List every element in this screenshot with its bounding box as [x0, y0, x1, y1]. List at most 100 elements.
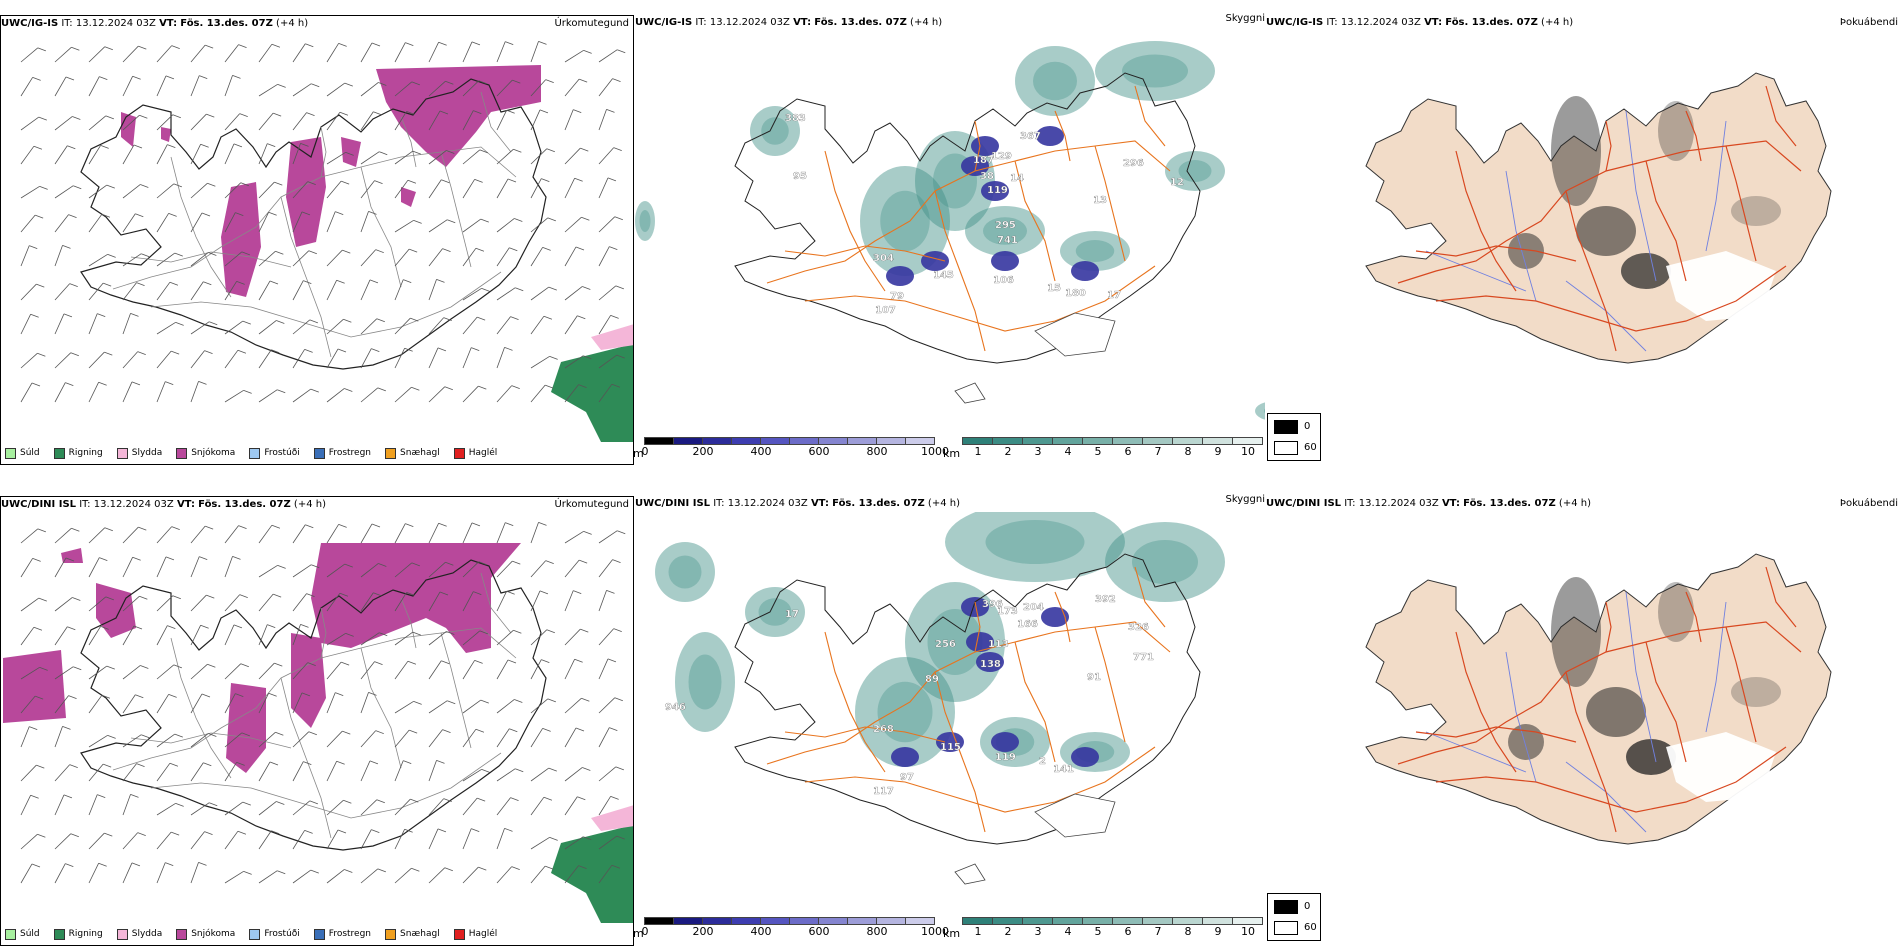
legend-label: Rigning	[68, 448, 103, 458]
cbar-tick-label: 800	[866, 925, 888, 938]
legend-label: Frostregn	[328, 448, 372, 458]
unit-label: km	[943, 447, 961, 460]
cbar-segment	[1232, 437, 1263, 445]
cloudbase-value-label: 383	[785, 113, 806, 124]
cloudbase-value-label: 89	[925, 674, 939, 685]
panel-title: Skyggni	[1225, 13, 1265, 24]
panel-title: Úrkomutegund	[554, 18, 629, 29]
unit-label: m	[633, 447, 644, 460]
cbar-segment	[702, 437, 732, 445]
cloudbase-value-label: 771	[1133, 652, 1154, 663]
cbar-ticks: 1 2 3 4 5 6 7 8 9 10	[963, 925, 1263, 939]
precip-legend-item: Frostúði	[249, 928, 300, 940]
cloudbase-value-label: 741	[997, 235, 1018, 246]
cbar-segment	[1052, 917, 1083, 925]
cloudbase-value-label: 17	[785, 609, 799, 620]
legend-swatch	[53, 447, 65, 459]
cloudbase-value-label: 256	[935, 639, 956, 650]
cloudbase-value-label: 145	[933, 270, 954, 281]
fog-min-swatch	[1274, 420, 1298, 434]
cloudbase-value-label: 106	[993, 275, 1014, 286]
cloudbase-value-label: 15	[1047, 283, 1061, 294]
cloudbase-value-label: 295	[995, 220, 1016, 231]
panel-title: Þokuábendi	[1839, 498, 1898, 509]
legend-label: Frostregn	[328, 929, 372, 939]
precip-panel-row1: UWC/IG-IS IT: 13.12.2024 03Z VT: Fös. 13…	[0, 15, 634, 465]
cbar-segment	[818, 437, 848, 445]
cbar-segment	[644, 917, 674, 925]
fog-max-label: 60	[1304, 922, 1317, 933]
legend-label: Frostúði	[264, 929, 300, 939]
panel-header: UWC/IG-IS IT: 13.12.2024 03Z VT: Fös. 13…	[635, 17, 943, 28]
fog-min-label: 0	[1304, 901, 1311, 912]
precip-map	[3, 521, 633, 923]
precip-legend: Súld Rigning Slydda Snjókoma Frostúði Frostre…	[5, 927, 511, 941]
fog-legend-row2: 0 60	[1267, 893, 1321, 941]
legend-swatch	[249, 447, 261, 459]
cbar-tick-label: 1	[974, 445, 982, 458]
cbar-segments	[962, 917, 1263, 925]
cloudbase-value-label: 946	[665, 702, 686, 713]
cloudbase-map: 383 95 187 38 119 129 14 367 296 12 13 295 741 304 145…	[635, 41, 1265, 420]
cbar-tick-label: 5	[1094, 445, 1102, 458]
cloudbase-value-label: 95	[793, 171, 807, 182]
cloudbase-value-label: 204	[1023, 602, 1044, 613]
cbar-tick-label: 600	[808, 445, 830, 458]
cloudbase-value-label: 396	[982, 599, 1003, 610]
cbar-tick-label: 6	[1124, 925, 1132, 938]
unit-label: m	[633, 927, 644, 940]
cloudbase-value-label: 119	[995, 752, 1016, 763]
panel-header: UWC/DINI ISL IT: 13.12.2024 03Z VT: Fös.…	[1, 499, 326, 510]
cbar-tick-label: 200	[692, 445, 714, 458]
precip-legend-item: Haglél	[453, 447, 497, 459]
precip-legend: Súld Rigning Slydda Snjókoma Frostúði Frostre…	[5, 446, 511, 460]
cloudbase-value-label: 115	[940, 742, 961, 753]
cbar-segment	[1172, 917, 1203, 925]
cbar-segment	[1142, 437, 1173, 445]
fog-map	[1365, 72, 1832, 364]
cbar-segment	[673, 917, 703, 925]
cbar-tick-label: 3	[1034, 925, 1042, 938]
legend-label: Súld	[20, 448, 40, 458]
legend-swatch	[116, 447, 128, 459]
cbar-tick-label: 10	[1241, 445, 1255, 458]
cloudbase-value-label: 107	[875, 305, 896, 316]
cbar-segment	[905, 437, 935, 445]
fog-max-label: 60	[1304, 442, 1317, 453]
panel-header: UWC/DINI ISL IT: 13.12.2024 03Z VT: Fös.…	[635, 498, 960, 509]
cloudbase-value-label: 173	[997, 606, 1018, 617]
cbar-tick-label: 10	[1241, 925, 1255, 938]
legend-swatch	[249, 928, 261, 940]
cbar-segment	[1202, 437, 1233, 445]
visibility-colorbar-row1: km 1 2 3 4 5 6 7 8 9 10	[943, 437, 1268, 461]
cloudbase-value-label: 392	[1095, 594, 1116, 605]
cloudbase-value-label: 367	[1020, 131, 1041, 142]
cloudbase-value-label: 268	[873, 724, 894, 735]
cbar-segment	[905, 917, 935, 925]
fog-max-swatch	[1274, 921, 1298, 935]
cbar-tick-label: 2	[1004, 925, 1012, 938]
cloudbase-value-label: 17	[1107, 290, 1121, 301]
unit-label: km	[943, 927, 961, 940]
precip-legend-item: Frostregn	[313, 928, 372, 940]
cloudbase-value-label: 79	[890, 291, 904, 302]
precip-legend-item: Súld	[5, 447, 40, 459]
legend-swatch	[116, 928, 128, 940]
precip-map	[20, 40, 633, 442]
cloudbase-value-label: 97	[900, 772, 914, 783]
legend-swatch	[176, 447, 188, 459]
cloudbase-value-label: 2	[1039, 756, 1046, 767]
legend-swatch	[313, 928, 325, 940]
cbar-segment	[1052, 437, 1083, 445]
legend-label: Frostúði	[264, 448, 300, 458]
cbar-segment	[644, 437, 674, 445]
cbar-tick-label: 400	[750, 925, 772, 938]
cbar-segment	[992, 437, 1023, 445]
cbar-segment	[847, 917, 877, 925]
panel-title: Skyggni	[1225, 494, 1265, 505]
precip-legend-item: Snæhagl	[385, 447, 440, 459]
cbar-segment	[760, 437, 790, 445]
cbar-ticks: 1 2 3 4 5 6 7 8 9 10	[963, 445, 1263, 459]
cloudbase-value-label: 296	[1123, 158, 1144, 169]
